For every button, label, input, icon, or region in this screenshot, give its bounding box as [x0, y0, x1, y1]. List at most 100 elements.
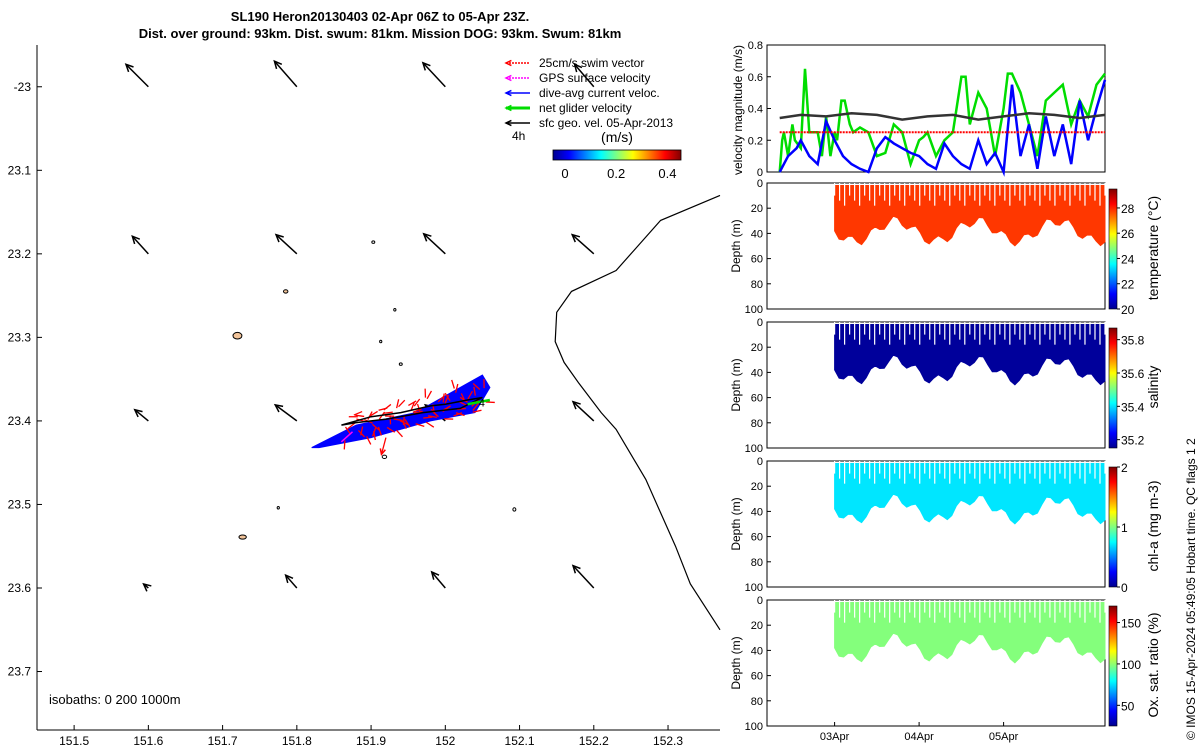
colorbar-tick-label: 35.6 [1121, 367, 1145, 381]
colorbar-tick-label: 35.2 [1121, 434, 1145, 448]
depth-y-tick-label: 0 [757, 317, 763, 329]
colorbar-tick-label: 28 [1121, 202, 1135, 216]
isobath-note: isobaths: 0 200 1000m [49, 692, 181, 707]
map-x-tick-label: 152.3 [653, 734, 683, 748]
swim-vector [367, 411, 373, 420]
swim-vector [454, 383, 459, 393]
swim-vector [383, 411, 393, 414]
swim-vector [413, 410, 423, 414]
depth-ylabel: Depth (m) [729, 497, 743, 550]
colorbar-label: temperature (°C) [1145, 196, 1161, 300]
map-x-tick-label: 151.9 [356, 734, 386, 748]
map-panel: 151.5 151.6 151.7 151.8 151.9 152 152.1 152.2 15… [8, 45, 721, 748]
map-x-tick-label: 152 [435, 734, 455, 748]
reef-outline [512, 507, 517, 512]
reef-outline [282, 289, 289, 294]
swim-vector [404, 419, 411, 428]
depth-y-tick-label: 60 [751, 393, 763, 405]
map-y-tick-label: 23.1 [8, 163, 32, 177]
time-mark-4h: 4h [512, 129, 525, 143]
depth-y-tick-label: 100 [745, 582, 763, 594]
swim-vector [386, 426, 396, 433]
depth-y-tick-label: 100 [745, 304, 763, 316]
swim-vector [428, 415, 438, 419]
reef-outline [371, 240, 376, 244]
map-x-tick-label: 152.1 [505, 734, 535, 748]
geo-vector-head [422, 232, 432, 242]
legend-arrow [504, 89, 512, 97]
swim-vector [467, 390, 474, 400]
geo-vector-head [273, 59, 283, 70]
title-line-1: SL190 Heron20130403 02-Apr 06Z to 05-Apr… [230, 9, 530, 24]
time-mark-label: 4 [479, 398, 485, 410]
map-x-tick-label: 152.2 [579, 734, 609, 748]
colorbar-tick-label: 0 [1121, 581, 1128, 595]
colorbar-tick-label: 24 [1121, 252, 1135, 266]
depth-y-tick-label: 20 [751, 620, 763, 632]
swim-vector [412, 408, 422, 413]
geo-vector [273, 60, 298, 88]
swim-vector [425, 421, 435, 428]
swim-vector [372, 431, 376, 441]
swim-vector [472, 402, 479, 411]
velocity-series-line [779, 112, 1106, 121]
swim-vector [472, 409, 482, 413]
depth-y-tick-label: 80 [751, 557, 763, 569]
geo-vector [571, 234, 595, 255]
speed-colorbar [552, 149, 682, 161]
depth-y-tick-label: 40 [751, 645, 763, 657]
colorbar-tick-label: 2 [1121, 461, 1128, 475]
swim-vector [360, 426, 364, 436]
time-tick-label: 05Apr [989, 731, 1019, 743]
legend-label: dive-avg current veloc. [539, 86, 660, 100]
geo-vector-head [571, 400, 581, 410]
profile-data [834, 602, 1106, 664]
map-y-tick-label: 23.3 [8, 330, 32, 344]
reef-outline [398, 362, 403, 366]
geo-vector-head [131, 234, 141, 245]
swim-vector [393, 418, 403, 422]
depth-y-tick-label: 60 [751, 532, 763, 544]
velocity-y-tick-label: 0 [757, 167, 763, 179]
depth-y-tick-label: 100 [745, 443, 763, 455]
glider-track [341, 396, 483, 426]
legend-arrow [504, 59, 512, 67]
colorbar-temperature [1108, 188, 1118, 310]
legend-arrow [504, 74, 512, 82]
depth-y-tick-label: 20 [751, 203, 763, 215]
depth-y-tick-label: 80 [751, 279, 763, 291]
depth-y-tick-label: 60 [751, 254, 763, 266]
depth-panel-temperature: 0 20 40 60 80 100 Depth (m) 20 22 24 26 28 temperatu… [729, 178, 1161, 317]
velocity-y-tick-label: 0.2 [748, 135, 763, 147]
colorbar-tick-label: 1 [1121, 521, 1128, 535]
geo-vector [134, 409, 149, 422]
geo-vector-head [273, 403, 284, 413]
swim-vector [410, 401, 415, 411]
depth-ylabel: Depth (m) [729, 636, 743, 689]
geo-vector [131, 235, 149, 255]
map-x-tick-label: 151.8 [282, 734, 312, 748]
depth-y-tick-label: 80 [751, 418, 763, 430]
geo-vector [572, 565, 595, 589]
geo-vector-head [142, 582, 152, 592]
dive-avg-band [311, 374, 491, 449]
swim-vector [366, 436, 372, 445]
geo-vector-head [133, 408, 143, 418]
geo-vector-head [421, 61, 431, 71]
colorbar-salinity [1108, 327, 1118, 449]
swim-vector [344, 426, 352, 435]
swim-vector [343, 440, 346, 450]
swim-vector [353, 410, 363, 416]
map-x-tick-label: 151.7 [208, 734, 238, 748]
legend-label: GPS surface velocity [539, 71, 650, 85]
geo-vector-head [573, 63, 583, 73]
map-y-tick-label: 23.7 [8, 665, 32, 679]
swim-vector-head [379, 448, 386, 456]
map-y-tick-label: 23.2 [8, 247, 32, 261]
swim-vector [383, 403, 392, 411]
swim-vector [396, 399, 400, 409]
colorbar-tick-label: 22 [1121, 278, 1135, 292]
